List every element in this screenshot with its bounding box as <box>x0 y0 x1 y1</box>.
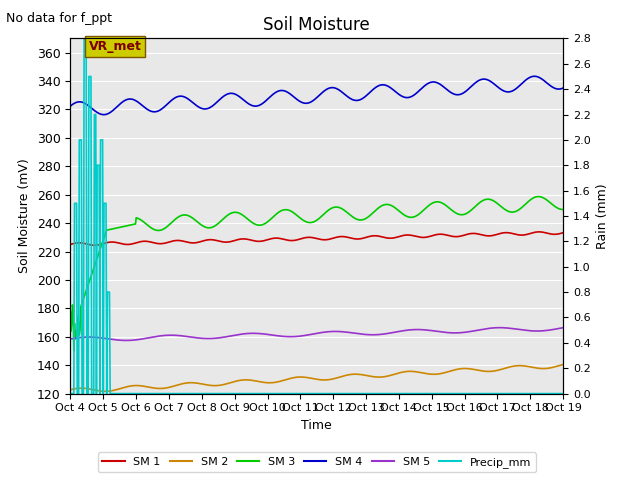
SM 4 <box>392 89 399 95</box>
Precip_mm <box>127 391 134 396</box>
SM 3 <box>67 309 74 314</box>
SM 3 <box>377 204 385 209</box>
SM 4 <box>127 96 134 102</box>
SM 2 <box>177 381 184 387</box>
Precip_mm <box>559 391 567 396</box>
Precip_mm <box>392 391 399 396</box>
Line: SM 5: SM 5 <box>70 328 563 340</box>
SM 3 <box>392 205 399 211</box>
SM 5 <box>559 325 567 331</box>
Y-axis label: Rain (mm): Rain (mm) <box>596 183 609 249</box>
Line: Precip_mm: Precip_mm <box>70 38 563 394</box>
SM 1 <box>377 234 385 240</box>
SM 4 <box>559 85 567 91</box>
SM 2 <box>76 385 83 391</box>
SM 2 <box>377 374 385 380</box>
SM 1 <box>90 242 98 248</box>
SM 5 <box>127 337 134 343</box>
SM 3 <box>70 348 77 354</box>
SM 5 <box>76 335 83 340</box>
Precip_mm <box>377 391 385 396</box>
SM 3 <box>177 213 184 218</box>
SM 1 <box>392 235 399 240</box>
SM 4 <box>100 112 108 118</box>
SM 5 <box>122 337 130 343</box>
SM 5 <box>203 336 211 341</box>
SM 5 <box>495 325 503 331</box>
Line: SM 4: SM 4 <box>70 76 563 115</box>
Precip_mm <box>177 391 184 396</box>
SM 2 <box>127 383 134 389</box>
SM 5 <box>177 333 184 338</box>
Text: No data for f_ppt: No data for f_ppt <box>6 12 113 25</box>
SM 1 <box>127 241 134 247</box>
Text: VR_met: VR_met <box>88 40 141 53</box>
Precip_mm <box>67 391 74 396</box>
Precip_mm <box>80 36 88 41</box>
Line: SM 1: SM 1 <box>70 232 563 245</box>
SM 5 <box>392 329 399 335</box>
Precip_mm <box>76 137 83 143</box>
SM 1 <box>67 241 74 247</box>
SM 2 <box>67 387 74 393</box>
SM 3 <box>203 225 211 230</box>
SM 5 <box>377 332 385 337</box>
SM 2 <box>203 382 211 388</box>
SM 4 <box>531 73 538 79</box>
SM 1 <box>203 237 211 243</box>
SM 4 <box>177 93 184 99</box>
SM 3 <box>559 206 567 212</box>
SM 2 <box>392 371 399 377</box>
SM 1 <box>536 229 543 235</box>
SM 2 <box>559 361 567 367</box>
SM 5 <box>67 336 74 342</box>
SM 4 <box>203 106 211 112</box>
Precip_mm <box>203 391 211 396</box>
SM 1 <box>559 230 567 236</box>
SM 3 <box>534 193 542 199</box>
X-axis label: Time: Time <box>301 419 332 432</box>
Y-axis label: Soil Moisture (mV): Soil Moisture (mV) <box>19 158 31 274</box>
SM 1 <box>76 240 83 246</box>
Legend: SM 1, SM 2, SM 3, SM 4, SM 5, Precip_mm: SM 1, SM 2, SM 3, SM 4, SM 5, Precip_mm <box>98 453 536 472</box>
SM 3 <box>76 327 84 333</box>
Line: SM 3: SM 3 <box>70 196 563 351</box>
SM 2 <box>102 388 109 394</box>
SM 1 <box>177 238 184 243</box>
Title: Soil Moisture: Soil Moisture <box>264 16 370 34</box>
SM 4 <box>76 99 83 105</box>
Line: SM 2: SM 2 <box>70 364 563 391</box>
SM 4 <box>67 103 74 109</box>
SM 3 <box>127 222 134 228</box>
SM 4 <box>377 82 385 88</box>
